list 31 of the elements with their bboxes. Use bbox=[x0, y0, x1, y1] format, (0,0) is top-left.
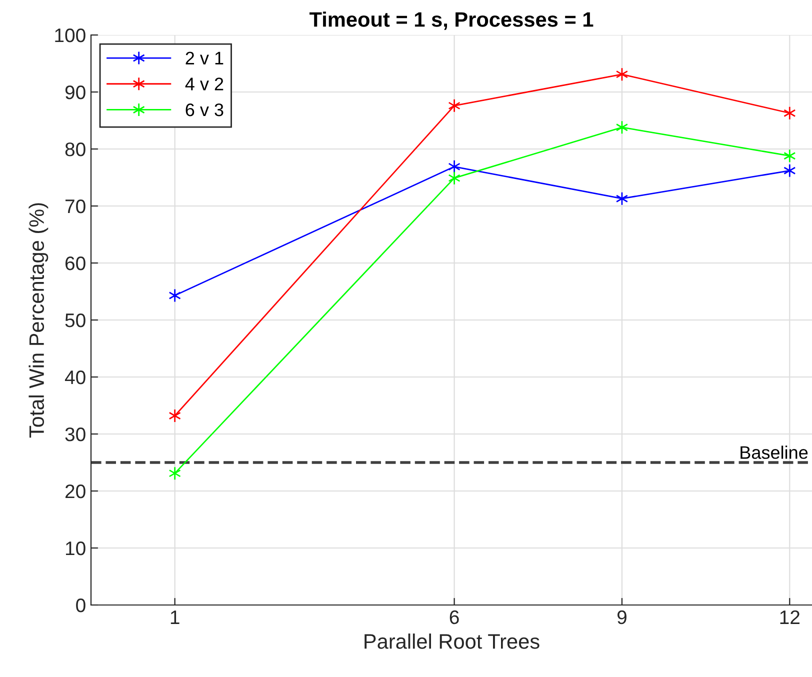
point bbox=[448, 171, 460, 186]
x-tick-label: 12 bbox=[780, 610, 800, 624]
y-tick-label: 10 bbox=[66, 541, 86, 556]
point bbox=[448, 160, 460, 174]
y-tick-label: 90 bbox=[65, 85, 86, 100]
point bbox=[168, 288, 181, 302]
y-tick-label: 50 bbox=[65, 313, 86, 328]
x-axis-title: Parallel Root Trees bbox=[364, 634, 540, 649]
y-tick-label: 100 bbox=[55, 28, 86, 42]
legend-label: 6 v 3 bbox=[186, 103, 224, 116]
point bbox=[168, 466, 181, 480]
point bbox=[784, 164, 796, 178]
y-tick-label: 30 bbox=[65, 427, 86, 442]
x-tick-label: 6 bbox=[450, 610, 459, 624]
chart-title: Timeout = 1 s, Processes = 1 bbox=[309, 12, 594, 30]
legend-label: 4 v 2 bbox=[185, 78, 224, 90]
x-tick-label: 1 bbox=[170, 610, 180, 624]
y-tick-label: 80 bbox=[65, 142, 86, 156]
y-tick-label: 60 bbox=[66, 256, 86, 270]
y-tick-label: 70 bbox=[66, 199, 86, 214]
y-tick-label: 40 bbox=[64, 370, 86, 384]
ref-line-label: Baseline bbox=[740, 446, 808, 459]
y-tick-label: 0 bbox=[76, 598, 86, 612]
y-tick-label: 20 bbox=[65, 484, 86, 498]
legend-label: 2 v 1 bbox=[186, 52, 224, 64]
point bbox=[168, 408, 181, 423]
y-axis-title: Total Win Percentage (%) bbox=[28, 203, 48, 438]
point bbox=[784, 148, 796, 163]
x-tick-label: 9 bbox=[617, 610, 626, 624]
point bbox=[784, 106, 796, 120]
point bbox=[448, 98, 460, 113]
